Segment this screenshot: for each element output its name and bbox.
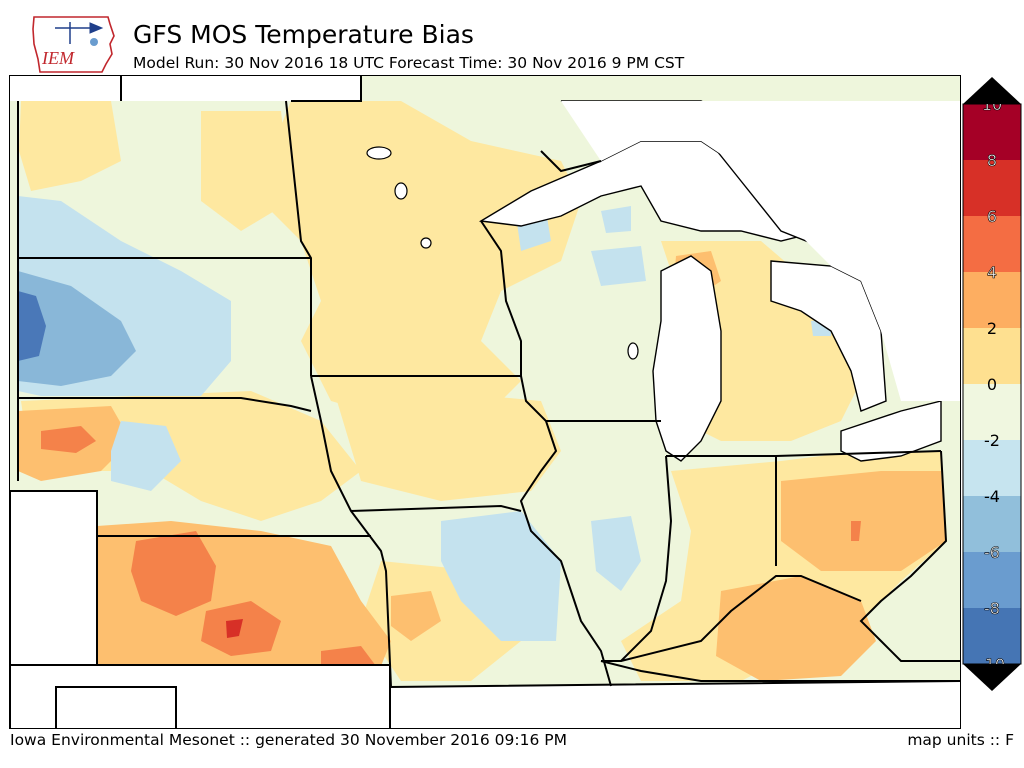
- colorbar-segment: [963, 160, 1021, 216]
- ontario-blank: [561, 101, 960, 401]
- map-panel[interactable]: [9, 75, 961, 729]
- iem-logo: IEM: [32, 16, 115, 73]
- colorbar-top-arrow: [963, 77, 1021, 104]
- colorbar-segment: [963, 328, 1021, 384]
- colorbar-tick-label: -8: [984, 599, 1000, 618]
- colorbar-tick-label: 0: [987, 375, 997, 394]
- colorbar-segment: [963, 608, 1021, 664]
- colorbar-tick-label: -2: [984, 431, 1000, 450]
- temperature-bias-map: [10, 76, 960, 728]
- state-boundaries: [17, 76, 960, 688]
- lake-superior: [478, 140, 803, 242]
- colorbar-segment: [963, 216, 1021, 272]
- colorbar-tick-label: 2: [987, 319, 997, 338]
- logo-text: IEM: [41, 48, 75, 68]
- chart-title: GFS MOS Temperature Bias: [133, 20, 474, 49]
- bias-warm-strong-areas: [41, 426, 861, 666]
- colorbar-tick-label: 8: [987, 151, 997, 170]
- colorbar-segment: [963, 552, 1021, 608]
- colorbar-segment: [963, 496, 1021, 552]
- colorbar-segment: [963, 384, 1021, 440]
- colorbar-segment: [963, 272, 1021, 328]
- colorbar-segment: [963, 440, 1021, 496]
- colorbar-tick-label: 4: [987, 263, 997, 282]
- bias-hot-spot: [226, 619, 243, 638]
- lake-michigan: [652, 255, 722, 462]
- bias-cold-spot: [18, 291, 46, 361]
- colorbar-bottom-arrow: [963, 664, 1021, 691]
- inland-lakes: [366, 146, 639, 360]
- masked-regions: [10, 76, 960, 728]
- colorbar-segment: [963, 104, 1021, 160]
- colorbar-tick-label: -4: [984, 487, 1000, 506]
- footer-units: map units :: F: [907, 731, 1014, 749]
- footer-credit: Iowa Environmental Mesonet :: generated …: [10, 731, 567, 749]
- colorbar-tick-label: -6: [984, 543, 1000, 562]
- colorbar-tick-label: 6: [987, 207, 997, 226]
- bias-cool-moderate-area: [18, 271, 136, 386]
- chart-subtitle: Model Run: 30 Nov 2016 18 UTC Forecast T…: [133, 54, 685, 72]
- windvane-icon: [55, 22, 104, 46]
- lake-erie: [840, 400, 942, 462]
